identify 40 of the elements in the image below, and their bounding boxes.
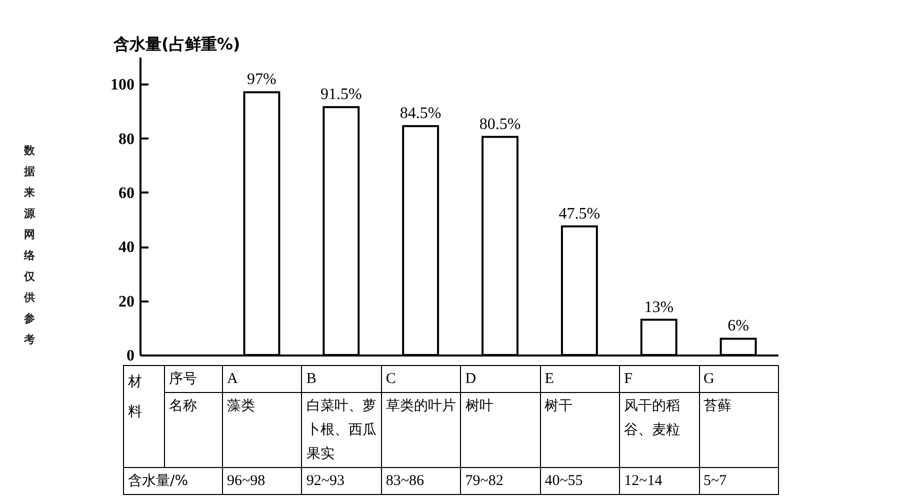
data-label: 97%: [247, 71, 276, 88]
data-label: 80.5%: [479, 116, 521, 133]
text: 12~14: [620, 468, 700, 494]
text: 96~98: [222, 468, 302, 494]
text: 树叶: [460, 392, 540, 468]
text: 藻类: [222, 392, 302, 468]
data-label: 84.5%: [400, 105, 442, 122]
text: 白菜叶、萝卜根、西瓜果实: [302, 392, 382, 468]
text: 树干: [540, 392, 620, 468]
x-tick-label: F: [620, 366, 700, 392]
text: 5~7: [699, 468, 778, 494]
text: 草类的叶片: [381, 392, 461, 468]
text: 40~55: [540, 468, 620, 494]
y-tick-label: 20: [118, 293, 134, 310]
text: 苔藓: [699, 392, 778, 468]
data-label: 6%: [728, 318, 749, 335]
text: 92~93: [302, 468, 382, 494]
data-label: 47.5%: [558, 205, 600, 222]
text: 含水量/%: [124, 468, 222, 494]
y-axis-title: 含水量(占鲜重%): [112, 34, 240, 54]
y-tick-label: 40: [118, 239, 134, 256]
text: 风干的稻谷、麦粒: [620, 392, 700, 468]
text: 材料: [124, 366, 164, 468]
text: 83~86: [381, 468, 461, 494]
text: 名称: [164, 392, 222, 468]
data-label: 13%: [644, 298, 674, 316]
text: 79~82: [460, 468, 540, 494]
y-tick-label: 80: [118, 130, 134, 148]
x-tick-label: A: [222, 366, 302, 392]
x-tick-label: B: [302, 366, 382, 392]
x-tick-label: G: [699, 366, 778, 392]
text: 序号: [164, 366, 222, 392]
data-label: 91.5%: [320, 86, 362, 104]
x-tick-label: C: [381, 366, 461, 392]
x-tick-label: D: [460, 366, 540, 392]
y-tick-label: 100: [110, 76, 134, 94]
y-tick-label: 0: [126, 348, 134, 364]
y-tick-label: 60: [118, 184, 134, 202]
x-tick-label: E: [540, 366, 620, 392]
text: 数据来源网络仅供参考: [24, 144, 35, 346]
